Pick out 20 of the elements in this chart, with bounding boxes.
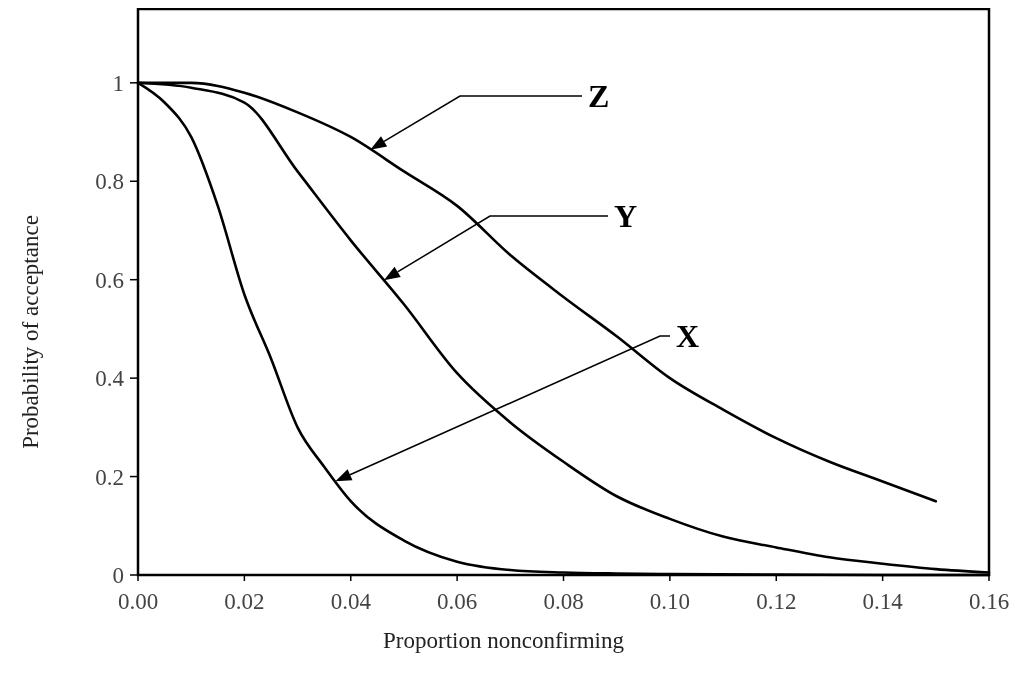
annotation: Y xyxy=(614,198,638,234)
x-tick-label: 0.06 xyxy=(437,589,478,614)
x-tick-label: 0.12 xyxy=(756,589,797,614)
y-tick-label: 0.2 xyxy=(95,464,124,490)
annotation: X xyxy=(676,318,700,354)
annotation: Z xyxy=(588,78,610,114)
x-tick-label: 0.02 xyxy=(224,589,265,614)
x-axis-title: Proportion nonconfirming xyxy=(383,628,625,653)
y-tick-label: 0 xyxy=(112,563,124,589)
y-tick-label: 0.6 xyxy=(95,267,124,293)
x-tick-label: 0.04 xyxy=(330,589,372,614)
x-tick-label: 0.08 xyxy=(543,589,584,614)
y-tick-label: 0.4 xyxy=(95,366,125,392)
x-tick-label: 0.16 xyxy=(968,589,1010,614)
y-tick-label: 1 xyxy=(112,70,124,96)
x-tick-label: 0.00 xyxy=(117,589,159,614)
x-tick-label: 0.14 xyxy=(862,589,904,614)
y-tick-label: 0.8 xyxy=(95,169,124,195)
x-tick-label: 0.10 xyxy=(649,589,690,614)
y-axis-title: Probability of acceptance xyxy=(18,215,43,449)
